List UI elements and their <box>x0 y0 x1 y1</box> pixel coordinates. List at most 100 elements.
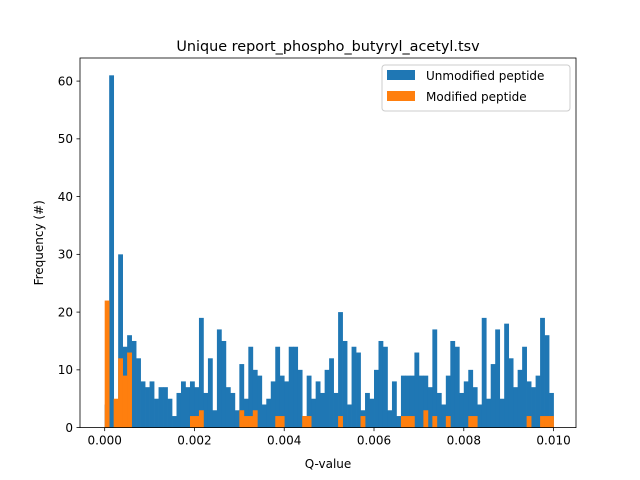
unmodified-bar-90 <box>508 358 514 428</box>
unmodified-bar-76 <box>445 375 451 428</box>
unmodified-bar-45 <box>306 375 312 428</box>
unmodified-bar-83 <box>477 404 483 428</box>
unmodified-bar-27 <box>225 387 231 428</box>
modified-bar-99 <box>549 416 554 428</box>
modified-bar-52 <box>338 416 343 428</box>
unmodified-bar-79 <box>459 392 465 428</box>
unmodified-bar-25 <box>216 329 222 428</box>
unmodified-bar-9 <box>145 387 150 428</box>
legend-swatch-unmodified <box>387 70 415 80</box>
unmodified-bar-62 <box>382 346 388 428</box>
unmodified-bar-82 <box>472 387 478 428</box>
unmodified-bar-8 <box>140 381 146 428</box>
modified-bar-66 <box>400 416 406 428</box>
unmodified-bar-66 <box>400 375 406 428</box>
modified-bar-20 <box>194 416 200 428</box>
modified-bar-97 <box>540 416 545 428</box>
x-tick-label: 0.000 <box>88 434 122 448</box>
unmodified-bar-64 <box>391 381 397 428</box>
unmodified-bar-41 <box>288 346 294 428</box>
unmodified-bar-35 <box>261 404 267 428</box>
unmodified-bar-43 <box>297 369 303 428</box>
modified-bar-31 <box>243 416 249 428</box>
unmodified-bar-38 <box>275 346 281 428</box>
unmodified-bar-26 <box>221 340 227 428</box>
unmodified-bar-14 <box>167 398 173 428</box>
modified-bar-4 <box>122 375 128 428</box>
y-tick-label: 30 <box>58 248 73 262</box>
unmodified-bar-75 <box>441 404 447 428</box>
x-axis-ticks: 0.000 0.002 0.004 0.006 0.008 0.010 <box>88 427 571 448</box>
unmodified-bar-59 <box>369 398 375 428</box>
unmodified-bar-50 <box>329 358 334 428</box>
y-tick-label: 60 <box>58 74 73 88</box>
modified-bar-0 <box>104 300 110 428</box>
y-tick-label: 50 <box>58 132 73 146</box>
modified-bar-21 <box>198 410 204 428</box>
modified-bar-3 <box>118 358 123 428</box>
unmodified-bar-55 <box>351 346 357 428</box>
modified-bar-81 <box>468 416 474 428</box>
modified-bar-67 <box>405 416 411 428</box>
unmodified-bar-52 <box>338 312 343 428</box>
x-tick-label: 0.002 <box>177 434 211 448</box>
modified-bar-32 <box>248 416 254 428</box>
unmodified-bar-94 <box>526 381 532 428</box>
unmodified-bar-84 <box>481 317 487 428</box>
legend-box <box>381 64 571 112</box>
unmodified-bar-12 <box>158 387 164 428</box>
unmodified-bar-36 <box>266 398 272 428</box>
legend: Unmodified peptide Modified peptide <box>381 64 571 112</box>
unmodified-bar-39 <box>279 375 285 428</box>
unmodified-bar-97 <box>540 317 545 428</box>
modified-bar-57 <box>360 416 366 428</box>
unmodified-bar-37 <box>270 381 276 428</box>
unmodified-bar-77 <box>450 340 456 428</box>
y-tick-label: 40 <box>58 190 73 204</box>
unmodified-bar-98 <box>544 335 550 428</box>
unmodified-bar-60 <box>374 369 379 428</box>
modified-bar-71 <box>423 410 429 428</box>
modified-bar-19 <box>189 416 195 428</box>
unmodified-bar-99 <box>549 392 554 428</box>
modified-bar-73 <box>432 416 438 428</box>
unmodified-peptide-bars <box>104 75 554 428</box>
y-tick-label: 0 <box>65 421 73 435</box>
unmodified-bar-53 <box>342 340 348 428</box>
unmodified-bar-6 <box>131 340 137 428</box>
unmodified-bar-1 <box>109 75 115 428</box>
unmodified-bar-95 <box>531 387 536 428</box>
unmodified-bar-61 <box>378 340 384 428</box>
modified-bar-68 <box>409 416 415 428</box>
unmodified-bar-42 <box>293 346 299 428</box>
unmodified-bar-91 <box>513 387 518 428</box>
unmodified-bar-67 <box>405 375 411 428</box>
plot-frame <box>79 57 577 429</box>
unmodified-bar-93 <box>522 346 527 428</box>
y-axis-label: Frequency (#) <box>32 200 46 285</box>
modified-peptide-bars <box>104 300 554 428</box>
unmodified-bar-74 <box>436 392 442 428</box>
unmodified-bar-19 <box>189 381 195 428</box>
unmodified-bar-70 <box>418 375 424 428</box>
unmodified-bar-81 <box>468 369 474 428</box>
modified-bar-82 <box>472 416 478 428</box>
unmodified-bar-92 <box>517 369 523 428</box>
modified-bar-30 <box>239 410 245 428</box>
unmodified-bar-71 <box>423 375 429 428</box>
unmodified-bar-18 <box>185 387 191 428</box>
chart-title: Unique report_phospho_butyryl_acetyl.tsv <box>176 39 480 55</box>
legend-label-unmodified: Unmodified peptide <box>426 69 544 83</box>
unmodified-bar-51 <box>333 392 339 428</box>
modified-bar-76 <box>445 416 451 428</box>
unmodified-bar-86 <box>490 364 496 428</box>
unmodified-bar-54 <box>347 404 352 428</box>
modified-bar-94 <box>526 416 532 428</box>
unmodified-bar-46 <box>311 398 317 428</box>
unmodified-bar-34 <box>257 375 263 428</box>
x-tick-label: 0.010 <box>536 434 570 448</box>
unmodified-bar-28 <box>230 392 236 428</box>
modified-bar-33 <box>252 410 258 428</box>
unmodified-bar-88 <box>499 398 505 428</box>
unmodified-bar-24 <box>212 410 218 428</box>
